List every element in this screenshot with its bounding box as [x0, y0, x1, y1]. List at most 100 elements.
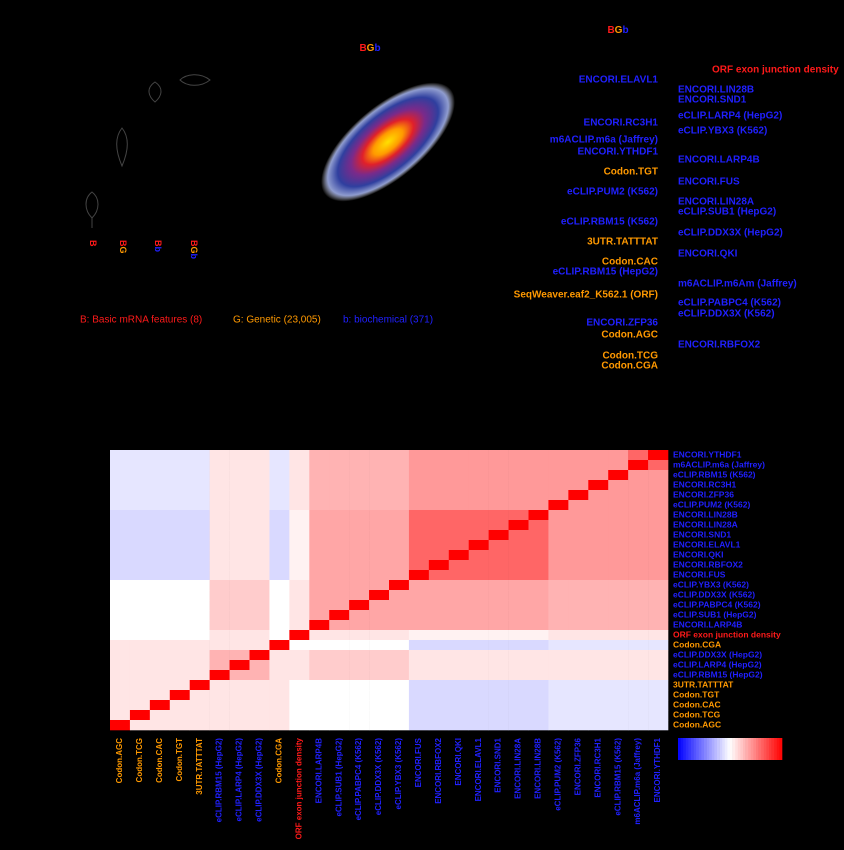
heatmap-cell [448, 720, 470, 731]
heatmap-cell [129, 570, 151, 581]
heatmap-cell [468, 590, 489, 601]
heatmap-cell [408, 470, 430, 481]
row-label: ENCORI.FUS [673, 569, 726, 579]
heatmap-cell [568, 560, 589, 571]
heatmap-cell [289, 520, 310, 531]
heatmap-cell [209, 620, 230, 631]
column-label: ENCORI.LIN28A [514, 738, 523, 799]
heatmap-cell [309, 620, 330, 631]
feature-label: SeqWeaver.eaf2_K562.1 (ORF) [514, 290, 658, 301]
column-label: ENCORI.YTHDF1 [653, 737, 662, 802]
heatmap-cell [289, 640, 310, 651]
heatmap-cell [369, 570, 390, 581]
feature-label: ORF exon junction density [712, 65, 839, 76]
heatmap-cell [269, 540, 290, 551]
row-label: ENCORI.LARP4B [673, 619, 742, 629]
heatmap-cell [588, 550, 609, 561]
column-label: Codon.TCG [135, 738, 144, 782]
heatmap-cell [648, 620, 669, 631]
heatmap-cell [229, 520, 250, 531]
heatmap-cell [648, 530, 669, 541]
heatmap-cell [349, 450, 370, 461]
heatmap-cell [408, 670, 430, 681]
heatmap-cell [369, 700, 390, 711]
heatmap-cell [508, 590, 529, 601]
heatmap-cell [548, 510, 569, 521]
heatmap-cell [329, 600, 350, 611]
heatmap-cell [349, 550, 370, 561]
heatmap-cell [389, 710, 410, 721]
heatmap-cell [369, 680, 390, 691]
heatmap-cell [169, 550, 191, 561]
heatmap-cell [448, 460, 470, 471]
heatmap-cell [568, 610, 589, 621]
heatmap-cell [169, 450, 191, 461]
heatmap-cell [528, 720, 549, 731]
heatmap-cell [269, 630, 290, 641]
heatmap-cell [488, 580, 509, 591]
row-label: 3UTR.TATTTAT [673, 679, 734, 689]
heatmap-cell [169, 570, 191, 581]
heatmap-cell [229, 610, 250, 621]
heatmap-cell [129, 660, 151, 671]
heatmap-cell [329, 530, 350, 541]
heatmap-cell [169, 630, 191, 641]
heatmap-cell [628, 640, 649, 651]
heatmap-cell [648, 700, 669, 711]
feature-label: eCLIP.DDX3X (HepG2) [678, 228, 783, 239]
heatmap-cell [309, 560, 330, 571]
heatmap-cell [428, 450, 450, 461]
heatmap-cell [110, 510, 131, 521]
heatmap-cell [249, 540, 270, 551]
heatmap-cell [349, 520, 370, 531]
heatmap-cell [568, 450, 589, 461]
heatmap-cell [428, 530, 450, 541]
heatmap-cell [329, 460, 350, 471]
heatmap-cell [588, 570, 609, 581]
heatmap-cell [110, 610, 131, 621]
heatmap-cell [169, 650, 191, 661]
heatmap-cell [628, 540, 649, 551]
heatmap-cell [369, 600, 390, 611]
heatmap-cell [309, 680, 330, 691]
heatmap-cell [588, 600, 609, 611]
heatmap-cell [568, 710, 589, 721]
column-label: ENCORI.SND1 [494, 737, 503, 792]
heatmap-cell [428, 660, 450, 671]
heatmap-cell [448, 500, 470, 511]
colorbar-step [748, 738, 752, 760]
heatmap-cell [269, 560, 290, 571]
heatmap-cell [229, 660, 250, 671]
heatmap-cell [249, 510, 270, 521]
heatmap-cell [229, 530, 250, 541]
heatmap-cell [369, 710, 390, 721]
heatmap-cell [329, 470, 350, 481]
heatmap-cell [408, 680, 430, 691]
heatmap-cell [508, 700, 529, 711]
heatmap-cell [548, 720, 569, 731]
heatmap-cell [349, 700, 370, 711]
heatmap-cell [349, 580, 370, 591]
heatmap-cell [548, 610, 569, 621]
heatmap-cell [249, 520, 270, 531]
heatmap-cell [568, 460, 589, 471]
heatmap-cell [648, 550, 669, 561]
heatmap-cell [468, 650, 489, 661]
heatmap-cell [189, 540, 210, 551]
heatmap-cell [309, 660, 330, 671]
heatmap-cell [169, 690, 191, 701]
heatmap-cell [408, 460, 430, 471]
heatmap-cell [448, 520, 470, 531]
heatmap-cell [129, 720, 151, 731]
heatmap-cell [588, 560, 609, 571]
heatmap-cell [229, 560, 250, 571]
heatmap-cell [229, 670, 250, 681]
heatmap-cell [428, 470, 450, 481]
heatmap-cell [169, 460, 191, 471]
heatmap-cell [249, 490, 270, 501]
heatmap-cell [189, 590, 210, 601]
heatmap-cell [488, 550, 509, 561]
heatmap-cell [508, 620, 529, 631]
